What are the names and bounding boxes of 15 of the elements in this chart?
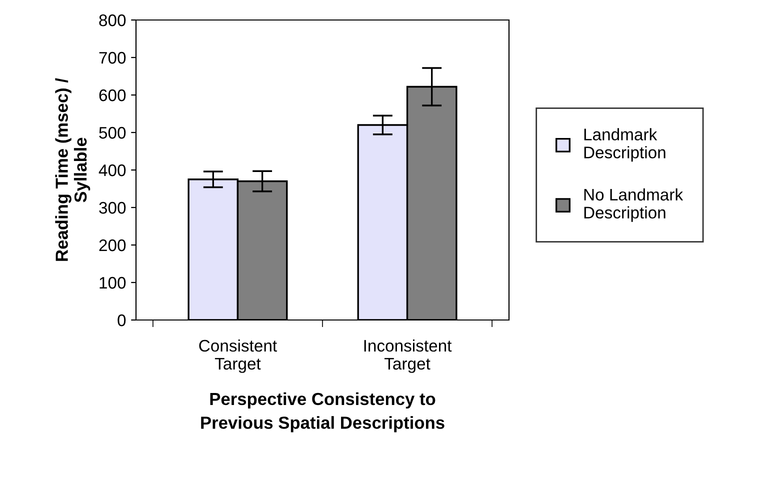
y-tick-label: 500 — [99, 126, 126, 139]
y-tick-label: 300 — [99, 202, 126, 214]
x-axis-title: Perspective Consistency to Previous Spatial Descriptions — [201, 392, 444, 432]
y-tick-label: 0 — [118, 314, 126, 326]
y-tick-label: 700 — [99, 52, 126, 64]
y-tick-label: 100 — [100, 276, 126, 289]
y-axis-title: Reading Time (msec) / Syllable — [55, 78, 90, 261]
legend-label: Landmark Description — [584, 128, 666, 162]
y-tick-label: 200 — [99, 239, 126, 252]
y-tick-label: 400 — [98, 164, 126, 176]
y-tick-label: 600 — [99, 89, 126, 102]
legend-label: No Landmark Description — [584, 188, 684, 222]
x-tick-label: Consistent Target — [199, 339, 277, 373]
x-tick-label: Inconsistent Target — [364, 339, 452, 373]
y-tick-label: 800 — [99, 14, 126, 26]
